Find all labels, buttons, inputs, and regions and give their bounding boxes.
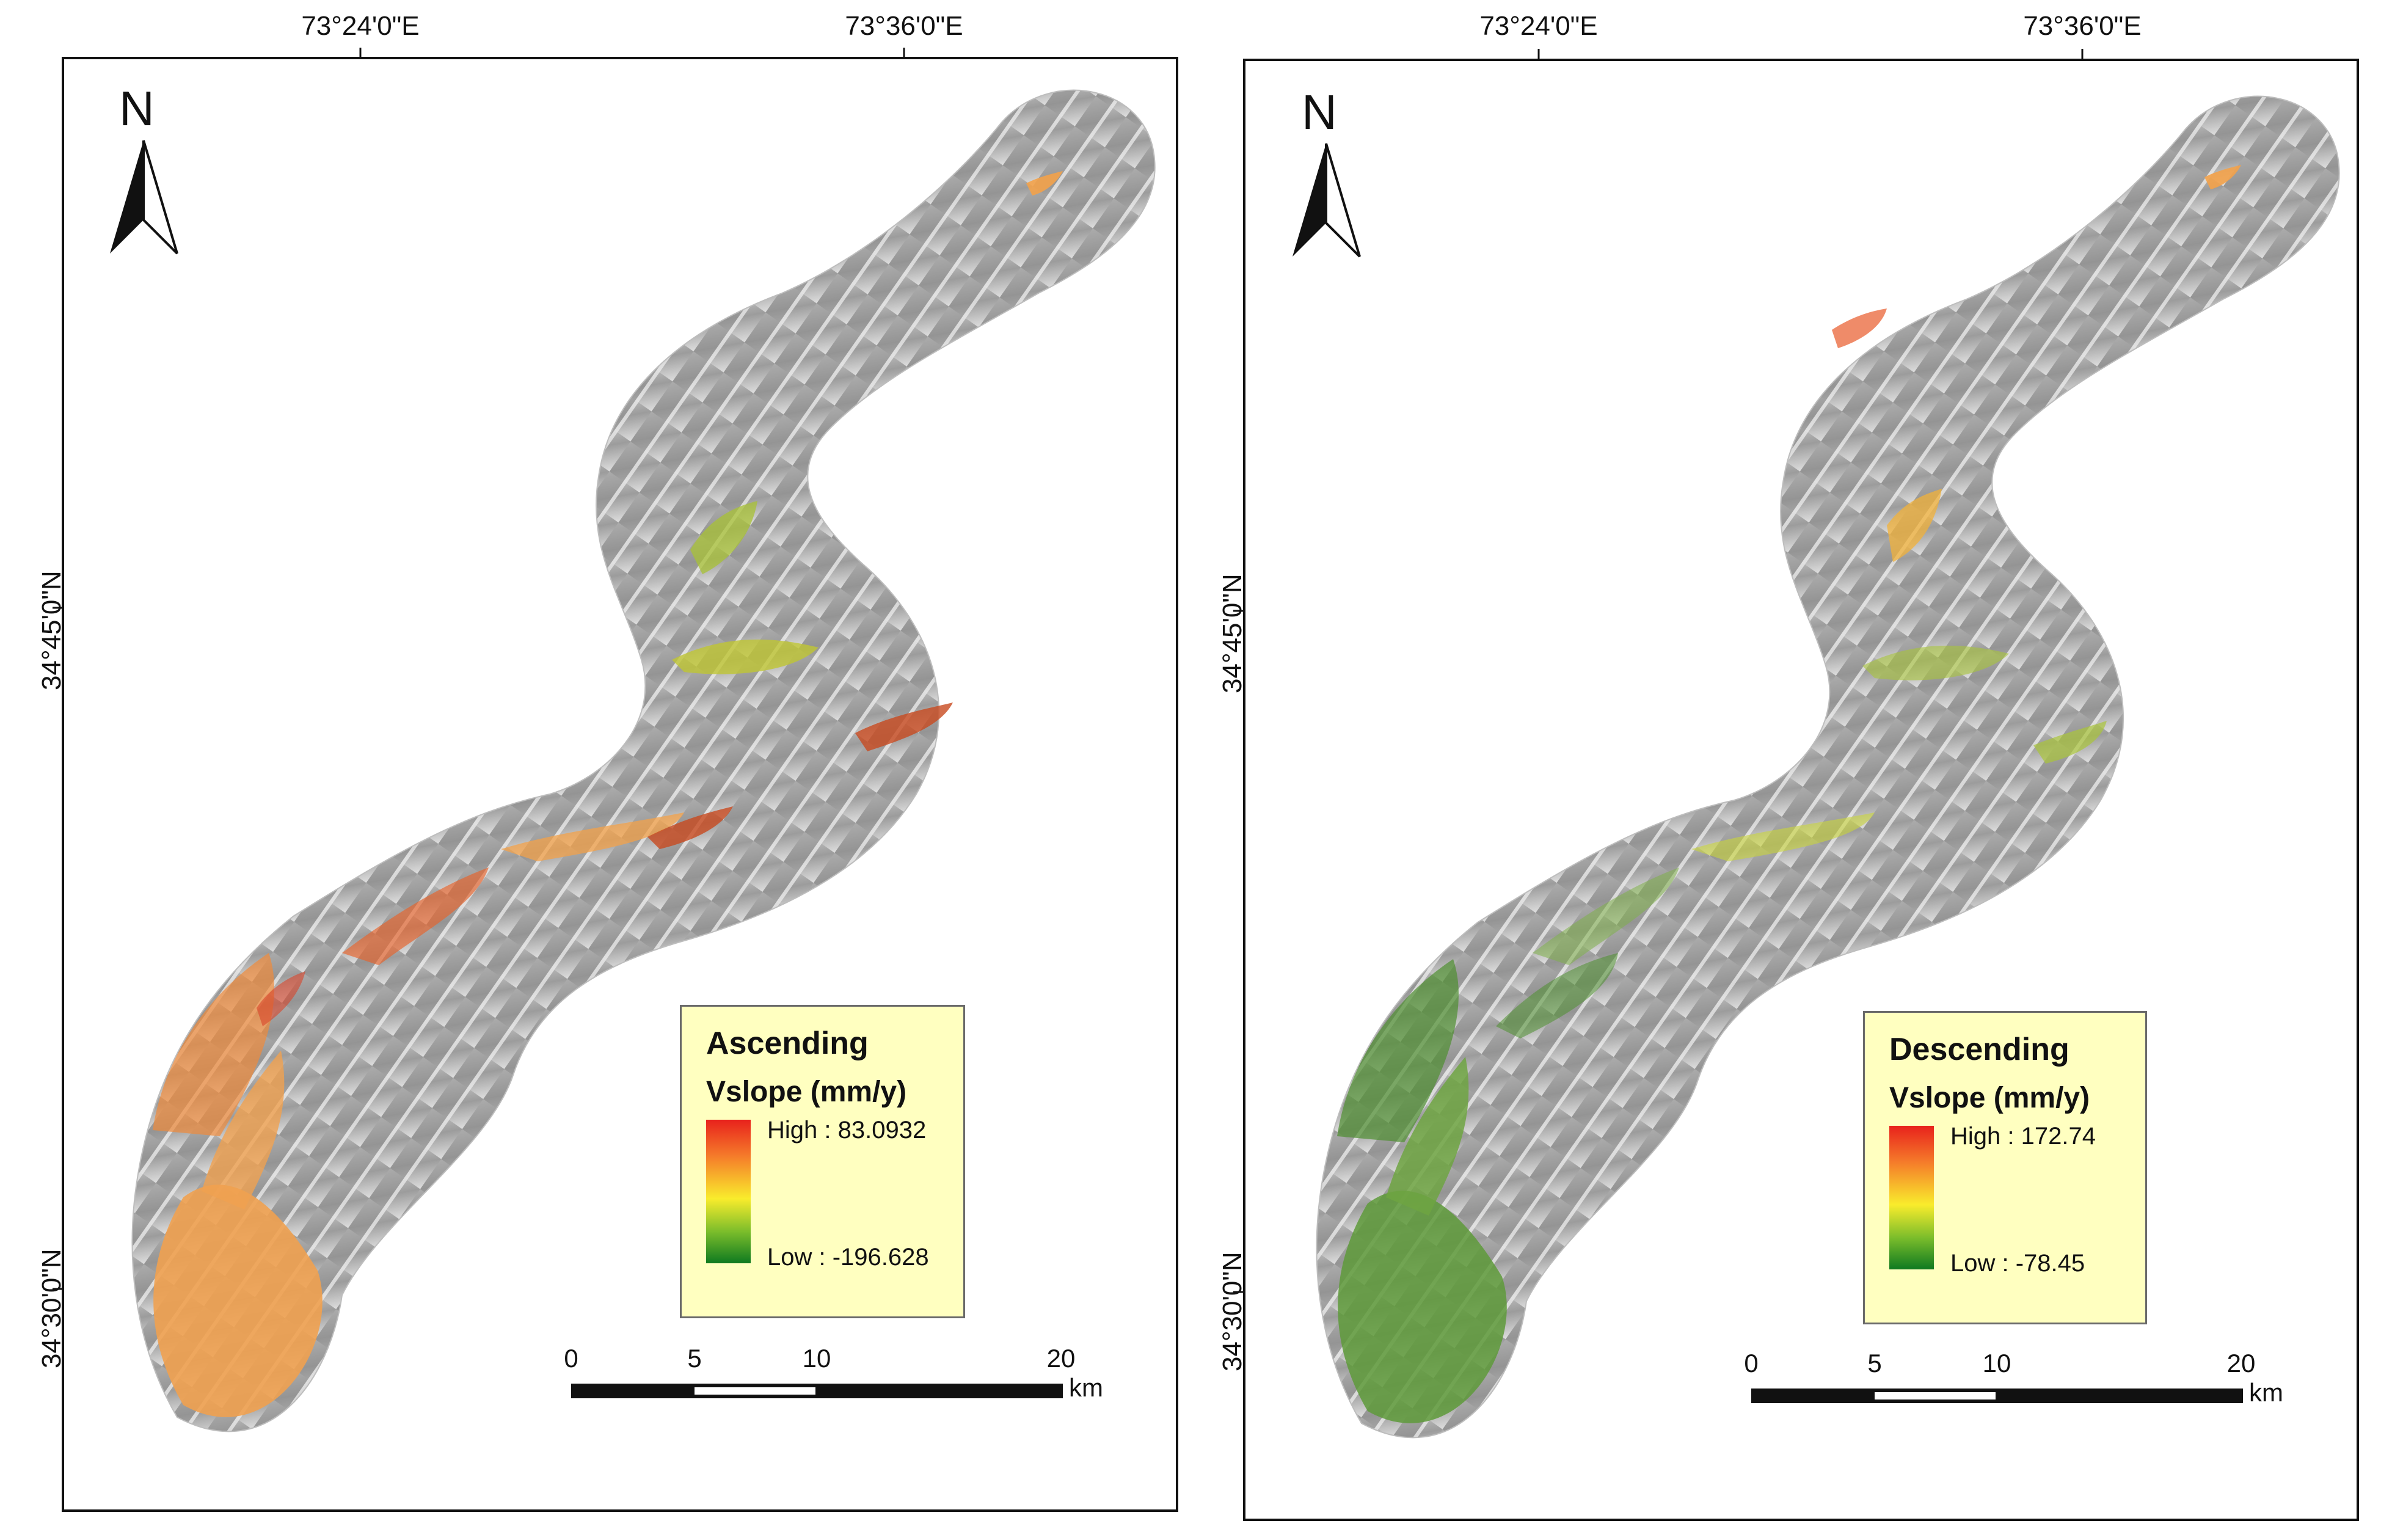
scale-tick-label: 10 bbox=[1982, 1349, 2011, 1378]
north-arrow-icon bbox=[110, 140, 178, 255]
north-arrow-icon bbox=[1293, 143, 1361, 258]
lon-label: 73°36'0"E bbox=[2023, 11, 2142, 41]
legend-low-value: Low : -196.628 bbox=[767, 1244, 929, 1271]
legend-color-ramp bbox=[706, 1120, 751, 1263]
legend-subtitle: Vslope (mm/y) bbox=[706, 1076, 907, 1108]
lat-label: 34°45'0"N bbox=[37, 571, 67, 690]
map-panel-descending: 73°24'0"E 73°36'0"E 34°45'0"N 34°30'0"N … bbox=[1190, 0, 2381, 1540]
velocity-overlay bbox=[153, 171, 1063, 1417]
study-area-hillshade bbox=[1316, 95, 2340, 1439]
legend: Descending Vslope (mm/y) High : 172.74 L… bbox=[1863, 1011, 2147, 1324]
lat-label: 34°30'0"N bbox=[37, 1249, 67, 1368]
map-canvas bbox=[1233, 49, 2359, 1521]
scale-tick-label: 5 bbox=[687, 1344, 702, 1373]
scale-bar bbox=[1751, 1389, 2243, 1403]
legend-subtitle: Vslope (mm/y) bbox=[1889, 1082, 2090, 1114]
legend: Ascending Vslope (mm/y) High : 83.0932 L… bbox=[680, 1005, 965, 1318]
lat-label: 34°45'0"N bbox=[1217, 574, 1247, 693]
legend-high-value: High : 172.74 bbox=[1950, 1123, 2096, 1150]
scale-unit: km bbox=[1069, 1373, 1103, 1402]
north-label: N bbox=[119, 81, 155, 136]
legend-title: Descending bbox=[1889, 1032, 2069, 1067]
scale-tick-label: 0 bbox=[564, 1344, 578, 1373]
scale-tick-label: 5 bbox=[1867, 1349, 1882, 1378]
study-area-hillshade bbox=[131, 89, 1156, 1432]
lon-label: 73°36'0"E bbox=[845, 11, 963, 41]
scale-tick-label: 20 bbox=[2226, 1349, 2256, 1378]
lon-label: 73°24'0"E bbox=[1479, 11, 1598, 41]
scale-tick-label: 0 bbox=[1744, 1349, 1759, 1378]
legend-low-value: Low : -78.45 bbox=[1950, 1250, 2085, 1277]
legend-high-value: High : 83.0932 bbox=[767, 1117, 927, 1144]
scale-bar bbox=[571, 1384, 1063, 1398]
legend-title: Ascending bbox=[706, 1026, 869, 1061]
lon-label: 73°24'0"E bbox=[301, 11, 420, 41]
map-panel-ascending: 73°24'0"E 73°36'0"E 34°45'0"N 34°30'0"N … bbox=[0, 0, 1190, 1540]
scale-tick-label: 10 bbox=[802, 1344, 831, 1373]
north-label: N bbox=[1302, 85, 1337, 139]
lat-label: 34°30'0"N bbox=[1217, 1252, 1247, 1371]
map-canvas bbox=[53, 48, 1178, 1512]
scale-tick-label: 20 bbox=[1046, 1344, 1076, 1373]
velocity-overlay bbox=[1337, 165, 2241, 1423]
legend-color-ramp bbox=[1889, 1126, 1934, 1269]
scale-unit: km bbox=[2249, 1378, 2283, 1407]
